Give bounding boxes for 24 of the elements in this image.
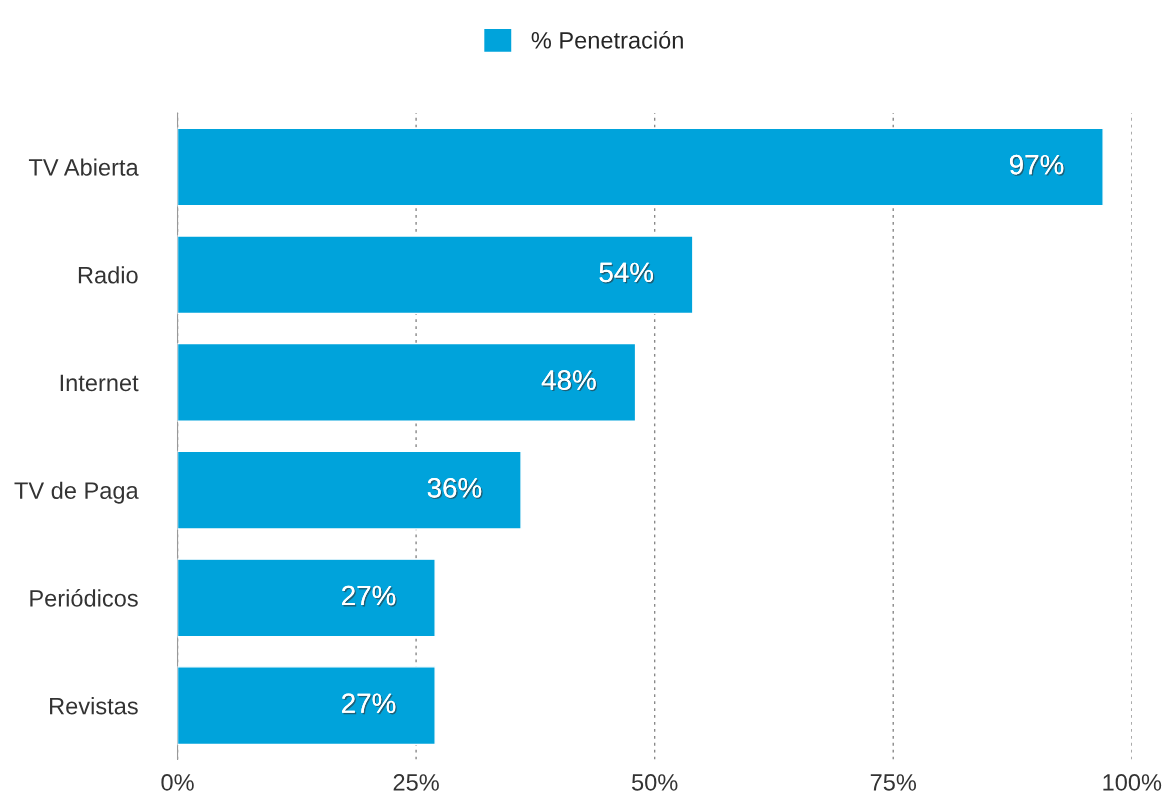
bar: [177, 235, 694, 315]
text: 27%: [342, 585, 396, 606]
y-tick-label: Radio: [78, 266, 138, 284]
legend-label: % Penetración: [531, 31, 683, 49]
y-tick-label: Periódicos: [30, 589, 138, 607]
text: 48%: [541, 370, 596, 390]
text: 27%: [342, 693, 396, 713]
y-tick-label: TV Abierta: [28, 158, 139, 176]
text: 97%: [1010, 154, 1064, 175]
y-tick-label: Revistas: [50, 697, 138, 715]
y-tick-label: Internet: [60, 374, 139, 392]
text: 36%: [427, 477, 482, 498]
bar: [177, 666, 436, 746]
x-tick-label: 100%: [1103, 774, 1162, 791]
x-tick-label: 50%: [631, 774, 678, 791]
bar: [177, 450, 522, 530]
x-tick-label: 75%: [870, 774, 917, 791]
x-tick-label: 25%: [393, 774, 439, 791]
bar: [177, 558, 436, 638]
bar: [177, 127, 1104, 207]
bar: [177, 342, 637, 422]
x-tick-label: 0%: [161, 774, 194, 791]
y-tick-label: TV de Paga: [14, 481, 139, 504]
text: 54%: [599, 262, 653, 283]
